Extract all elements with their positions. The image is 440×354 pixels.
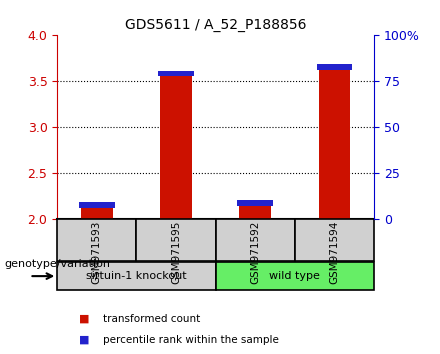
Text: genotype/variation: genotype/variation [4,259,110,269]
Bar [317,64,352,70]
Bar [160,76,192,219]
Text: transformed count: transformed count [103,314,201,324]
Bar [136,219,216,261]
Bar [295,219,374,261]
Text: GSM971595: GSM971595 [171,221,181,284]
Text: GSM971593: GSM971593 [92,221,102,284]
Bar [79,202,115,207]
Text: ■: ■ [79,335,90,345]
Bar [57,262,216,290]
Text: ■: ■ [79,314,90,324]
Bar [57,219,136,261]
Bar [238,200,273,206]
Text: wild type: wild type [269,271,320,281]
Bar [216,262,374,290]
Text: GSM971594: GSM971594 [330,221,339,284]
Bar [158,71,194,76]
Bar [81,207,113,219]
Bar [216,219,295,261]
Bar [319,70,350,219]
Text: percentile rank within the sample: percentile rank within the sample [103,335,279,345]
Text: GSM971592: GSM971592 [250,221,260,284]
Text: sirtuin-1 knockout: sirtuin-1 knockout [86,271,187,281]
Title: GDS5611 / A_52_P188856: GDS5611 / A_52_P188856 [125,18,306,32]
Bar [239,206,271,219]
